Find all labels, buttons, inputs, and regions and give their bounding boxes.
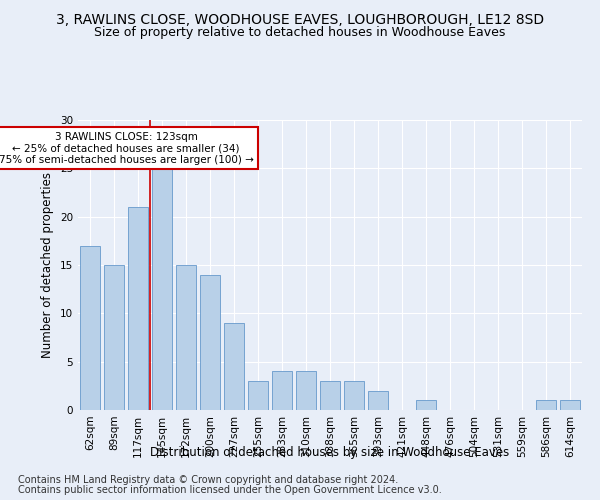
Text: 3 RAWLINS CLOSE: 123sqm
← 25% of detached houses are smaller (34)
75% of semi-de: 3 RAWLINS CLOSE: 123sqm ← 25% of detache… [0,132,253,165]
Bar [80,246,100,410]
Text: Contains HM Land Registry data © Crown copyright and database right 2024.: Contains HM Land Registry data © Crown c… [18,475,398,485]
Bar [104,265,124,410]
Bar [536,400,556,410]
Bar [200,274,220,410]
Bar [224,323,244,410]
Text: 3, RAWLINS CLOSE, WOODHOUSE EAVES, LOUGHBOROUGH, LE12 8SD: 3, RAWLINS CLOSE, WOODHOUSE EAVES, LOUGH… [56,12,544,26]
Bar [320,381,340,410]
Y-axis label: Number of detached properties: Number of detached properties [41,172,55,358]
Bar [560,400,580,410]
Bar [416,400,436,410]
Bar [272,372,292,410]
Bar [152,168,172,410]
Bar [176,265,196,410]
Text: Distribution of detached houses by size in Woodhouse Eaves: Distribution of detached houses by size … [151,446,509,459]
Bar [296,372,316,410]
Bar [128,207,148,410]
Text: Contains public sector information licensed under the Open Government Licence v3: Contains public sector information licen… [18,485,442,495]
Bar [344,381,364,410]
Text: Size of property relative to detached houses in Woodhouse Eaves: Size of property relative to detached ho… [94,26,506,39]
Bar [248,381,268,410]
Bar [368,390,388,410]
